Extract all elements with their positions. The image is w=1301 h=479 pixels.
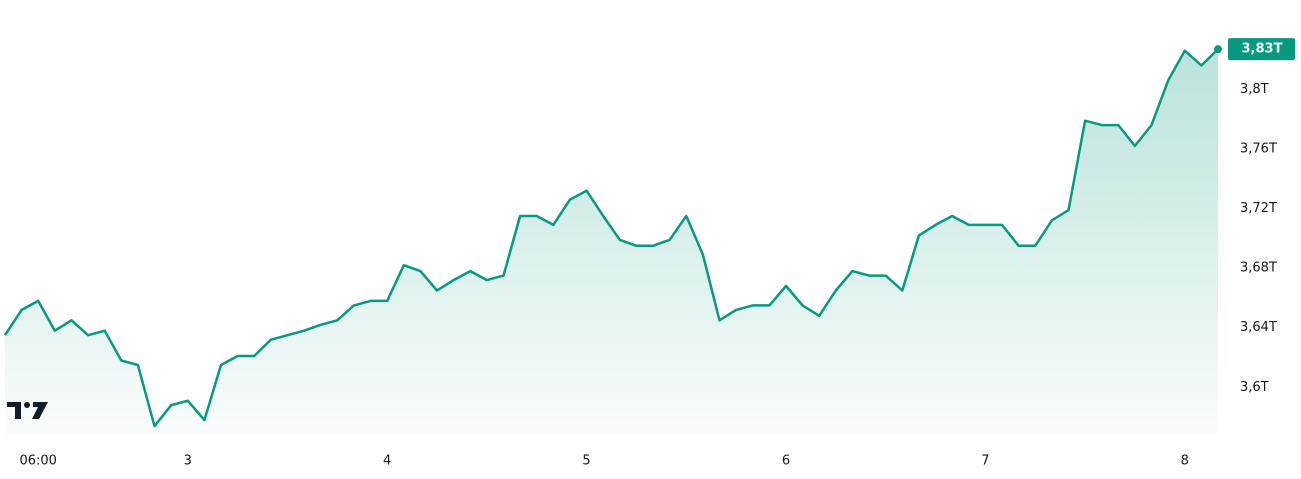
- y-tick-label: 3,72T: [1240, 201, 1277, 216]
- x-tick-label: 6: [782, 454, 790, 469]
- x-tick-label: 06:00: [19, 454, 56, 469]
- last-point: [1214, 45, 1222, 54]
- x-tick-label: 7: [981, 454, 989, 469]
- x-tick-label: 8: [1181, 454, 1189, 469]
- x-tick-label: 3: [184, 454, 192, 469]
- last-value-badge: [1228, 38, 1295, 61]
- y-tick-label: 3,76T: [1240, 141, 1277, 156]
- y-tick-label: 3,68T: [1240, 261, 1277, 276]
- price-line: [3, 48, 1219, 428]
- x-tick-label: 5: [582, 454, 590, 469]
- y-tick-label: 3,64T: [1240, 320, 1277, 335]
- last-value-label: 3,83T: [1242, 42, 1283, 57]
- y-tick-label: 3,8T: [1240, 82, 1269, 97]
- area-fill: [5, 49, 1218, 435]
- y-tick-label: 3,6T: [1240, 380, 1269, 395]
- x-tick-label: 4: [383, 454, 391, 469]
